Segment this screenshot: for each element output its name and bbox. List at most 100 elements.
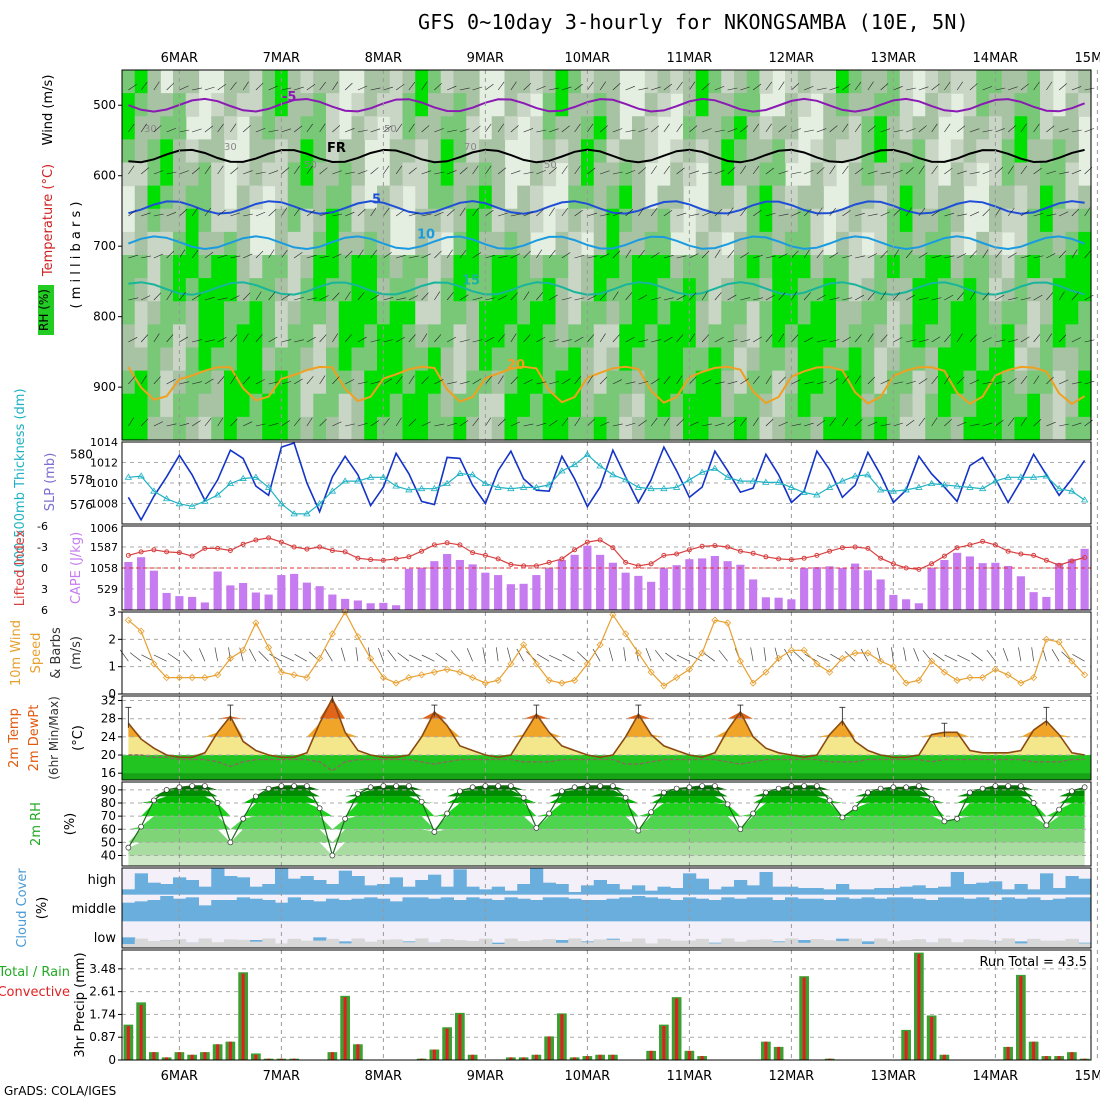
wind-barb: [1058, 250, 1067, 259]
wind-barb: [217, 84, 227, 91]
wind-barb-10m: [608, 647, 614, 662]
cape-bar: [749, 579, 758, 610]
rh-cell: [1001, 301, 1016, 325]
isotherm-label: -5: [282, 90, 296, 105]
wind-barb: [153, 421, 163, 427]
rh-marker: [1043, 822, 1050, 829]
rh-cell: [619, 139, 633, 164]
cloud-bar-high: [517, 884, 531, 895]
wind-barb: [676, 255, 687, 259]
cloud-bar-middle: [389, 901, 403, 922]
rh-cell: [1040, 70, 1054, 94]
wind-barb: [714, 170, 725, 175]
cloud-low-fill: [797, 942, 811, 948]
wind-barb: [676, 212, 687, 217]
rh-cell: [313, 70, 327, 94]
rh-cell: [861, 116, 875, 140]
rh-cell: [963, 324, 977, 349]
wind-speed-marker: [188, 674, 196, 682]
precip-convective-bar: [330, 1052, 334, 1060]
wind-barb: [854, 418, 863, 427]
rh-cell: [1001, 255, 1016, 279]
rh-cell: [326, 255, 340, 279]
rh-cell: [925, 301, 939, 325]
rh-marker: [278, 783, 285, 789]
thickness-marker: [838, 477, 847, 484]
wind-barb: [472, 207, 479, 217]
rh-cell: [593, 370, 608, 395]
rh-cell: [364, 393, 378, 418]
thickness-marker: [762, 478, 770, 485]
wind-barb: [204, 207, 212, 217]
rh-cell: [300, 208, 314, 233]
rh-cell: [848, 93, 863, 117]
wind-barb: [128, 209, 137, 217]
rh-cell: [262, 255, 276, 279]
precip-convective-bar: [267, 1058, 271, 1060]
wind-barb: [663, 336, 673, 343]
wind-barb: [689, 213, 700, 217]
wind-barb: [740, 378, 749, 385]
rh-cell: [389, 416, 404, 441]
rh-marker: [584, 783, 591, 789]
lifted-index-marker: [712, 543, 718, 549]
rh-cell: [644, 370, 659, 395]
wind-barb: [574, 417, 581, 427]
rh-cell: [899, 347, 914, 372]
wind-barb: [1059, 379, 1069, 385]
rh-cell: [542, 393, 557, 418]
cloud-bar-middle: [1001, 897, 1015, 922]
wind-barb: [599, 253, 610, 259]
wind-barb: [612, 83, 621, 91]
wind-speed-marker: [507, 660, 515, 668]
wind-barb: [166, 171, 177, 175]
rh-cell: [657, 370, 671, 395]
wind-barb: [599, 81, 606, 91]
wind-barb: [676, 167, 685, 175]
rh-cell: [326, 208, 340, 233]
rh-cell: [173, 185, 187, 210]
rh-cell: [211, 347, 225, 372]
wind-barb: [319, 81, 326, 91]
rh-cell: [440, 255, 455, 279]
cloud-bar-middle: [644, 897, 658, 922]
rh-cell: [389, 370, 404, 395]
rh-cell: [160, 116, 174, 140]
rh-cell: [670, 70, 684, 94]
wind-barb: [689, 421, 699, 427]
date-label-top: 7MAR: [263, 51, 300, 66]
date-label-bottom: 15MAR: [1075, 1069, 1100, 1084]
rh-cell: [122, 416, 136, 441]
rh-cell: [491, 416, 506, 441]
wind-barb: [1033, 334, 1041, 343]
isotherm-line: [128, 148, 1085, 164]
wind-barb: [752, 165, 760, 175]
rh-cell: [224, 347, 238, 372]
rh-cell: [466, 93, 480, 117]
wind-barb: [944, 123, 951, 133]
lifted-index-marker: [1031, 552, 1037, 558]
rh-cell: [351, 231, 365, 256]
wind-barb: [727, 128, 738, 133]
rh-cell: [262, 162, 276, 187]
wind-barb: [816, 380, 827, 385]
rh-cell: [198, 278, 212, 302]
rh-cell: [912, 324, 926, 349]
wind-barb: [956, 125, 966, 133]
cape-bar: [162, 592, 171, 610]
rh-cell: [874, 416, 888, 441]
wind-barb: [803, 292, 811, 301]
wind-barb: [536, 85, 546, 91]
rh-cell: [950, 301, 965, 325]
rh-cell: [160, 139, 174, 164]
rh-cell: [848, 347, 863, 372]
cape-bar: [264, 594, 273, 610]
lifted-index-marker: [240, 541, 246, 547]
rh-cell: [364, 208, 378, 233]
cape-bar: [596, 554, 605, 610]
rh-cell: [721, 70, 735, 94]
wind-barb: [816, 167, 825, 175]
wind-barb: [638, 339, 649, 343]
lifted-index-marker: [801, 555, 807, 561]
lifted-index-marker: [929, 561, 935, 567]
